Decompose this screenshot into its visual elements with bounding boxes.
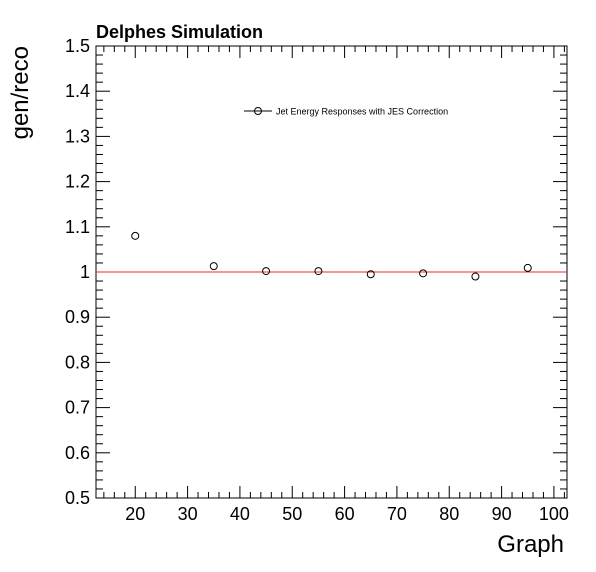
- data-point: [523, 263, 532, 272]
- y-tick-label: 0.9: [65, 307, 90, 327]
- legend-label: Jet Energy Responses with JES Correction: [276, 107, 448, 117]
- y-tick-label: 1.4: [65, 81, 90, 101]
- y-tick-label: 0.7: [65, 398, 90, 418]
- data-point: [262, 267, 271, 276]
- y-tick-label: 1.3: [65, 126, 90, 146]
- data-point: [209, 262, 218, 271]
- x-tick-label: 70: [387, 504, 407, 524]
- x-tick-label: 30: [178, 504, 198, 524]
- data-point: [314, 267, 323, 276]
- data-point: [131, 231, 140, 240]
- x-axis: 20 30 40 50 60 70 80 90 100: [103, 46, 569, 524]
- y-tick-label: 0.6: [65, 443, 90, 463]
- y-tick-label: 0.5: [65, 488, 90, 508]
- x-tick-label: 90: [492, 504, 512, 524]
- data-points: [131, 231, 532, 281]
- y-tick-label: 1.1: [65, 217, 90, 237]
- y-tick-label: 0.8: [65, 352, 90, 372]
- x-tick-label: 80: [439, 504, 459, 524]
- chart-title: Delphes Simulation: [96, 22, 263, 42]
- x-tick-label: 40: [230, 504, 250, 524]
- data-point: [419, 269, 428, 278]
- data-point: [366, 270, 375, 279]
- x-tick-label: 60: [335, 504, 355, 524]
- y-tick-label: 1.5: [65, 36, 90, 56]
- legend-marker: [254, 107, 262, 115]
- y-tick-label: 1: [80, 262, 90, 282]
- y-axis: 0.5 0.6 0.7 0.8 0.9 1 1.1 1.2 1.3 1.4 1.5: [65, 36, 567, 508]
- x-tick-label: 50: [282, 504, 302, 524]
- data-point: [471, 272, 480, 281]
- y-tick-label: 1.2: [65, 172, 90, 192]
- legend: Jet Energy Responses with JES Correction: [244, 107, 448, 117]
- x-tick-label: 100: [539, 504, 569, 524]
- x-tick-label: 20: [125, 504, 145, 524]
- y-axis-label: gen/reco: [7, 46, 34, 139]
- x-axis-label: Graph: [497, 531, 564, 558]
